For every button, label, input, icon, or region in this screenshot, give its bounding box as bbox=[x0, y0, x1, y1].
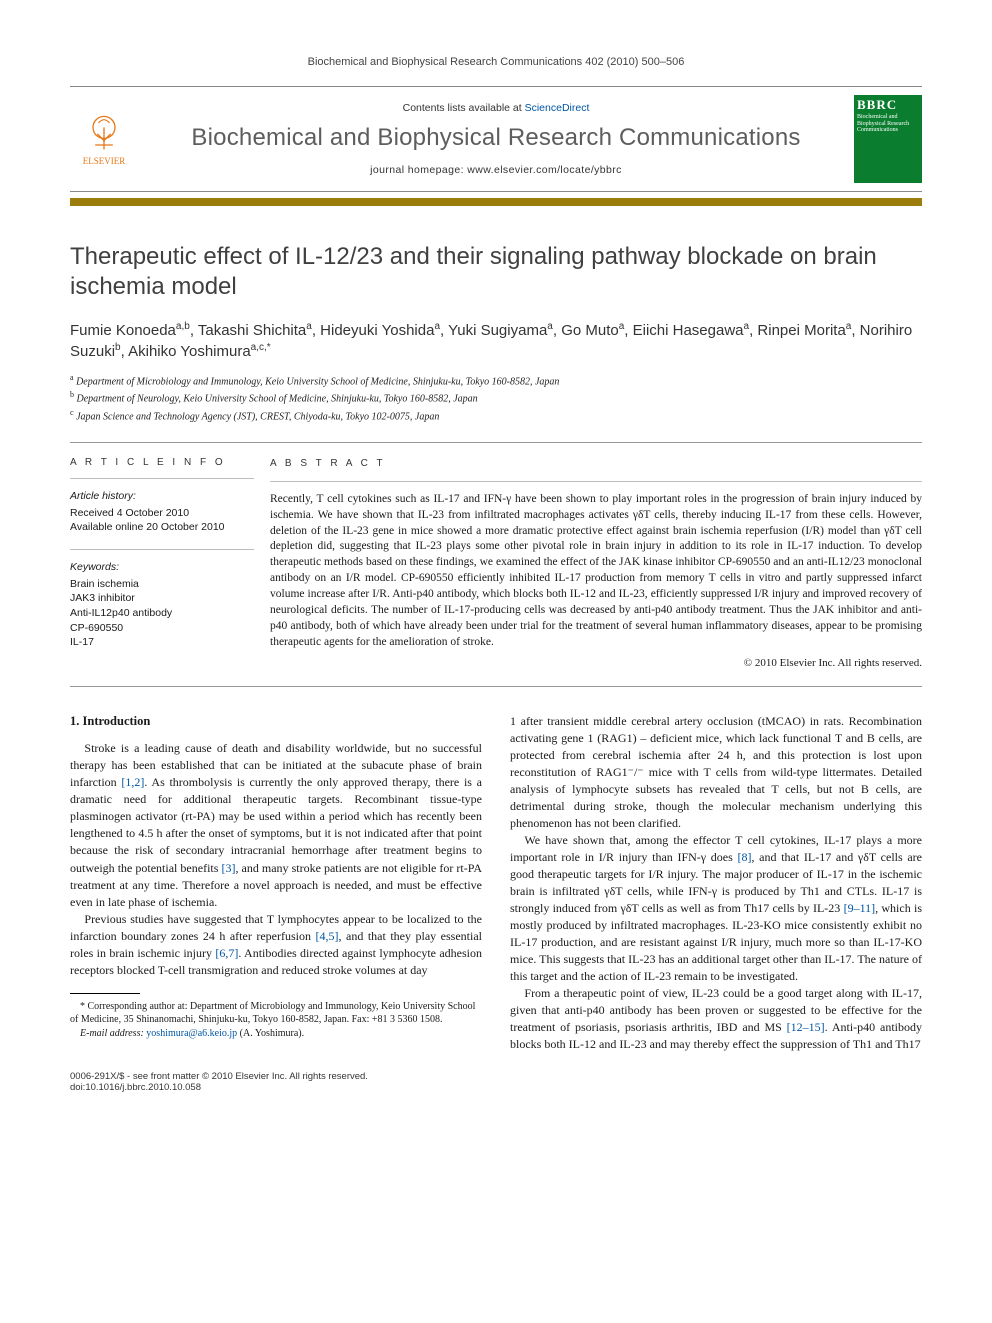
abstract-text: Recently, T cell cytokines such as IL-17… bbox=[270, 492, 922, 651]
divider bbox=[70, 549, 254, 550]
journal-cover-thumbnail: BBRC Biochemical and Biophysical Researc… bbox=[854, 95, 922, 183]
info-abstract-row: A R T I C L E I N F O Article history: R… bbox=[70, 442, 922, 687]
footnote-block: * Corresponding author at: Department of… bbox=[70, 993, 482, 1041]
email-link[interactable]: yoshimura@a6.keio.jp bbox=[146, 1028, 237, 1039]
received-date: Received 4 October 2010 bbox=[70, 506, 254, 521]
divider bbox=[70, 478, 254, 479]
masthead-center: Contents lists available at ScienceDirec… bbox=[152, 102, 840, 176]
elsevier-logo: ELSEVIER bbox=[70, 100, 138, 178]
article-title: Therapeutic effect of IL-12/23 and their… bbox=[70, 242, 922, 302]
contents-line: Contents lists available at ScienceDirec… bbox=[152, 102, 840, 114]
affiliations: a Department of Microbiology and Immunol… bbox=[70, 372, 922, 424]
homepage-line: journal homepage: www.elsevier.com/locat… bbox=[152, 164, 840, 176]
running-head: Biochemical and Biophysical Research Com… bbox=[70, 56, 922, 68]
article-history: Article history: Received 4 October 2010… bbox=[70, 489, 254, 535]
abstract-head: A B S T R A C T bbox=[270, 457, 922, 471]
divider bbox=[270, 481, 922, 482]
email-person: (A. Yoshimura). bbox=[237, 1028, 304, 1039]
doi-line: doi:10.1016/j.bbrc.2010.10.058 bbox=[70, 1082, 368, 1093]
paragraph: Stroke is a leading cause of death and d… bbox=[70, 740, 482, 910]
body-two-column: 1. Introduction Stroke is a leading caus… bbox=[70, 713, 922, 1054]
publisher-name: ELSEVIER bbox=[83, 156, 126, 166]
homepage-prefix: journal homepage: bbox=[370, 164, 467, 176]
abstract: A B S T R A C T Recently, T cell cytokin… bbox=[270, 443, 922, 686]
masthead: ELSEVIER Contents lists available at Sci… bbox=[70, 86, 922, 192]
cover-small-title: Biochemical and Biophysical Research Com… bbox=[857, 114, 919, 134]
homepage-url: www.elsevier.com/locate/ybbrc bbox=[467, 164, 622, 176]
email-line: E-mail address: yoshimura@a6.keio.jp (A.… bbox=[70, 1027, 482, 1041]
paragraph: 1 after transient middle cerebral artery… bbox=[510, 713, 922, 832]
footer-left: 0006-291X/$ - see front matter © 2010 El… bbox=[70, 1071, 368, 1093]
paragraph: From a therapeutic point of view, IL-23 … bbox=[510, 985, 922, 1053]
article-info-head: A R T I C L E I N F O bbox=[70, 457, 254, 468]
keywords-label: Keywords: bbox=[70, 560, 254, 575]
author-list: Fumie Konoedaa,b, Takashi Shichitaa, Hid… bbox=[70, 320, 922, 362]
corresponding-author-note: * Corresponding author at: Department of… bbox=[70, 1000, 482, 1027]
sciencedirect-link[interactable]: ScienceDirect bbox=[525, 102, 590, 114]
journal-name: Biochemical and Biophysical Research Com… bbox=[152, 124, 840, 152]
email-label: E-mail address: bbox=[80, 1028, 146, 1039]
online-date: Available online 20 October 2010 bbox=[70, 520, 254, 535]
footnote-separator bbox=[70, 993, 140, 994]
article-info: A R T I C L E I N F O Article history: R… bbox=[70, 443, 270, 686]
history-label: Article history: bbox=[70, 489, 254, 504]
keywords-block: Keywords: Brain ischemiaJAK3 inhibitorAn… bbox=[70, 560, 254, 650]
front-matter-line: 0006-291X/$ - see front matter © 2010 El… bbox=[70, 1071, 368, 1082]
section-1-head: 1. Introduction bbox=[70, 713, 482, 731]
paragraph: We have shown that, among the effector T… bbox=[510, 832, 922, 985]
paragraph: Previous studies have suggested that T l… bbox=[70, 911, 482, 979]
contents-prefix: Contents lists available at bbox=[403, 102, 525, 114]
keywords-list: Brain ischemiaJAK3 inhibitorAnti-IL12p40… bbox=[70, 577, 254, 650]
tree-icon bbox=[82, 112, 126, 156]
page-footer: 0006-291X/$ - see front matter © 2010 El… bbox=[70, 1071, 922, 1093]
gold-divider bbox=[70, 198, 922, 206]
abstract-copyright: © 2010 Elsevier Inc. All rights reserved… bbox=[270, 656, 922, 671]
page-root: Biochemical and Biophysical Research Com… bbox=[0, 0, 992, 1143]
cover-abbrev: BBRC bbox=[857, 98, 919, 112]
